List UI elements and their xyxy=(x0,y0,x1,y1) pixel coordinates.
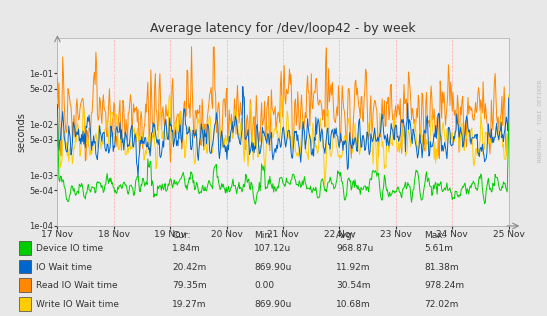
Bar xyxy=(19,241,31,255)
Text: 20.42m: 20.42m xyxy=(172,263,207,272)
Text: RRDTOOL / TOBI OETIKER: RRDTOOL / TOBI OETIKER xyxy=(538,79,543,161)
Text: Write IO Wait time: Write IO Wait time xyxy=(36,300,119,309)
Y-axis label: seconds: seconds xyxy=(16,112,26,152)
Text: Avg:: Avg: xyxy=(336,230,356,240)
Text: 79.35m: 79.35m xyxy=(172,282,207,290)
Text: 1.84m: 1.84m xyxy=(172,244,201,253)
Title: Average latency for /dev/loop42 - by week: Average latency for /dev/loop42 - by wee… xyxy=(150,22,416,35)
Bar xyxy=(19,278,31,292)
Text: 10.68m: 10.68m xyxy=(336,300,371,309)
Text: 869.90u: 869.90u xyxy=(254,300,292,309)
Bar xyxy=(19,260,31,273)
Text: 19.27m: 19.27m xyxy=(172,300,207,309)
Text: Device IO time: Device IO time xyxy=(36,244,103,253)
Text: 11.92m: 11.92m xyxy=(336,263,371,272)
Text: 978.24m: 978.24m xyxy=(424,282,464,290)
Text: 30.54m: 30.54m xyxy=(336,282,371,290)
Text: 968.87u: 968.87u xyxy=(336,244,374,253)
Text: Cur:: Cur: xyxy=(172,230,191,240)
Text: 0.00: 0.00 xyxy=(254,282,275,290)
Bar xyxy=(19,297,31,311)
Text: Max:: Max: xyxy=(424,230,445,240)
Text: 81.38m: 81.38m xyxy=(424,263,458,272)
Text: 869.90u: 869.90u xyxy=(254,263,292,272)
Text: 107.12u: 107.12u xyxy=(254,244,292,253)
Text: IO Wait time: IO Wait time xyxy=(36,263,91,272)
Text: Read IO Wait time: Read IO Wait time xyxy=(36,282,117,290)
Text: 5.61m: 5.61m xyxy=(424,244,453,253)
Text: Min:: Min: xyxy=(254,230,274,240)
Text: 72.02m: 72.02m xyxy=(424,300,458,309)
